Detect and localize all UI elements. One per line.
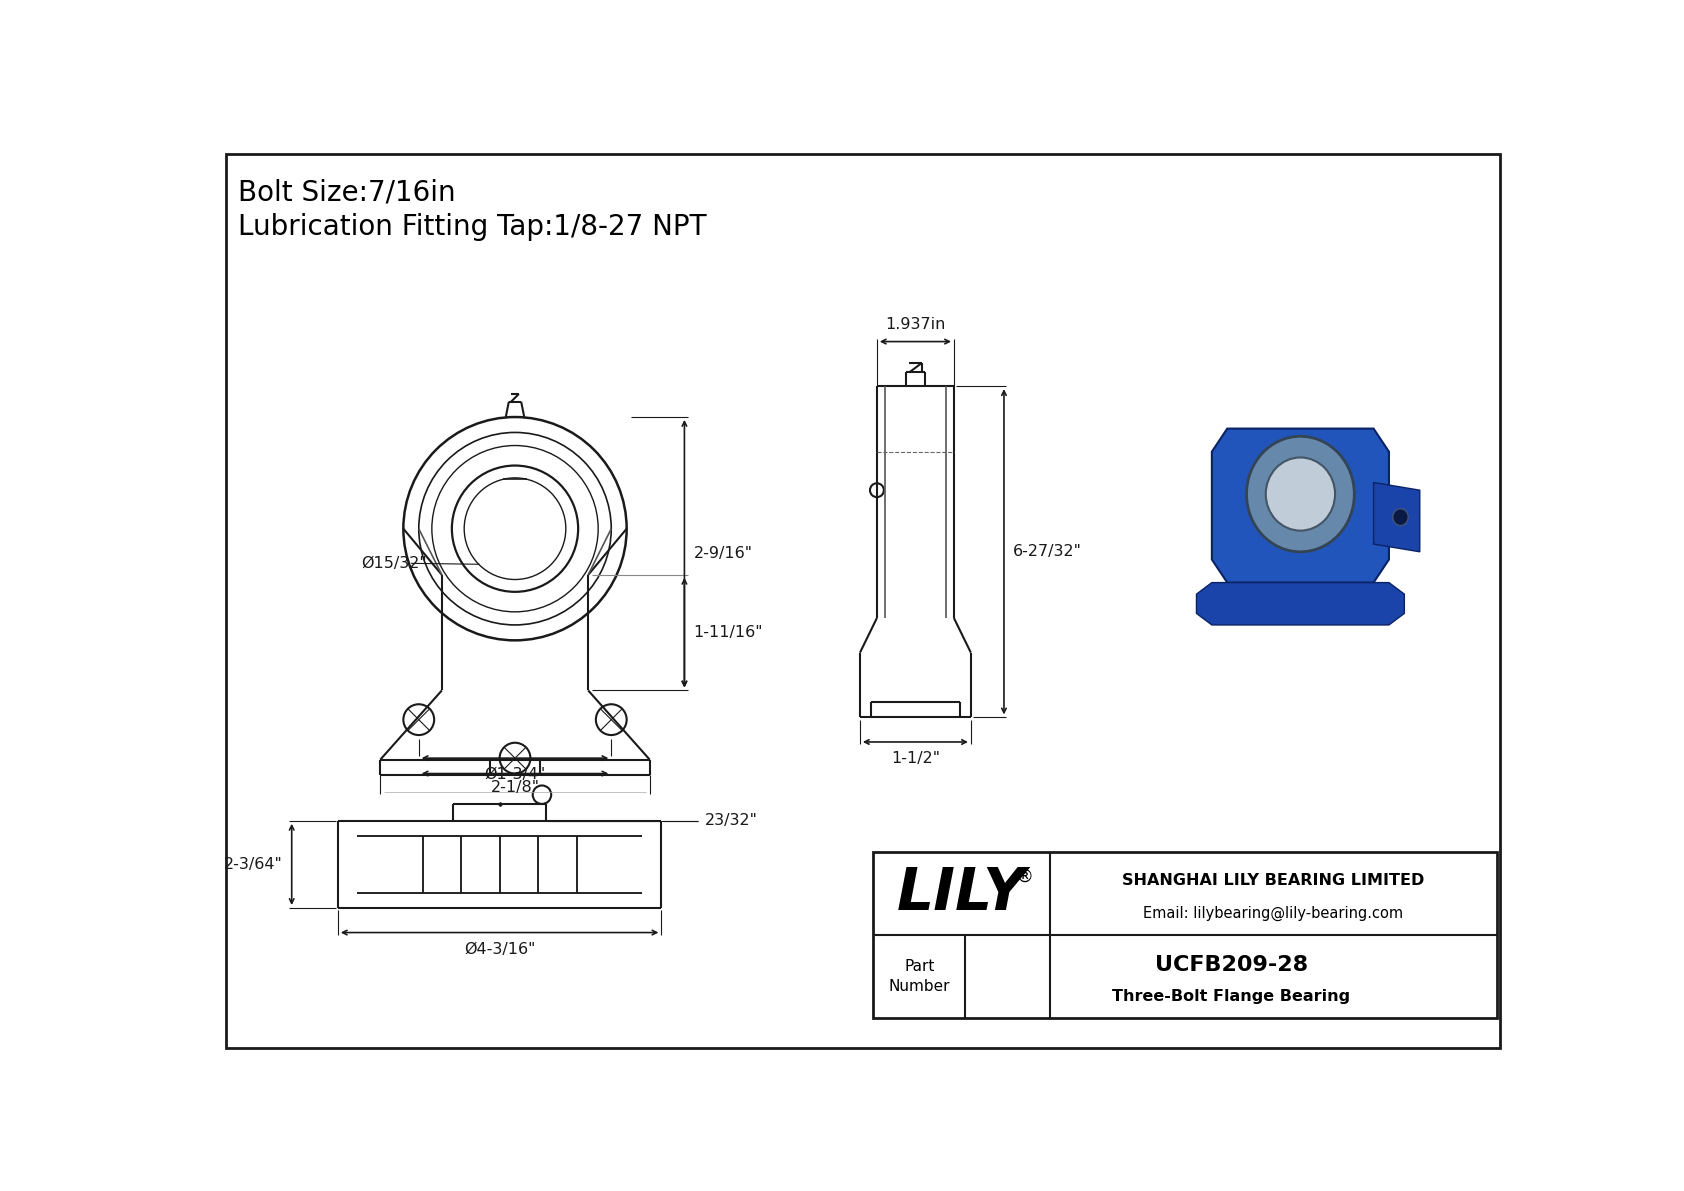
- Ellipse shape: [1246, 436, 1354, 551]
- Text: 2-1/8": 2-1/8": [490, 780, 539, 794]
- Text: Email: lilybearing@lily-bearing.com: Email: lilybearing@lily-bearing.com: [1143, 905, 1403, 921]
- Text: 1.937in: 1.937in: [886, 317, 946, 332]
- Text: Lubrication Fitting Tap:1/8-27 NPT: Lubrication Fitting Tap:1/8-27 NPT: [237, 213, 706, 241]
- Text: LILY: LILY: [898, 865, 1026, 922]
- Text: 2-9/16": 2-9/16": [694, 547, 753, 561]
- Text: ®: ®: [1015, 867, 1034, 886]
- Bar: [1120, 391, 1482, 621]
- Polygon shape: [1374, 482, 1420, 551]
- Text: SHANGHAI LILY BEARING LIMITED: SHANGHAI LILY BEARING LIMITED: [1122, 873, 1425, 887]
- Ellipse shape: [1266, 457, 1335, 531]
- Ellipse shape: [1393, 509, 1408, 525]
- Text: Ø15/32": Ø15/32": [360, 556, 426, 570]
- Text: 6-27/32": 6-27/32": [1014, 544, 1083, 560]
- Text: Ø4-3/16": Ø4-3/16": [463, 942, 536, 956]
- Polygon shape: [1212, 429, 1389, 582]
- Text: UCFB209-28: UCFB209-28: [1155, 955, 1308, 974]
- Text: 23/32": 23/32": [706, 813, 758, 829]
- Polygon shape: [1196, 582, 1404, 625]
- Text: 1-11/16": 1-11/16": [694, 625, 763, 640]
- Text: Three-Bolt Flange Bearing: Three-Bolt Flange Bearing: [1111, 989, 1351, 1004]
- Text: Bolt Size:7/16in: Bolt Size:7/16in: [237, 179, 455, 206]
- Text: Ø1-3/4": Ø1-3/4": [485, 767, 546, 782]
- Text: 1-1/2": 1-1/2": [891, 752, 940, 766]
- Bar: [872, 852, 1497, 1017]
- Text: 2-3/64": 2-3/64": [224, 856, 283, 872]
- Text: Part
Number: Part Number: [889, 959, 950, 993]
